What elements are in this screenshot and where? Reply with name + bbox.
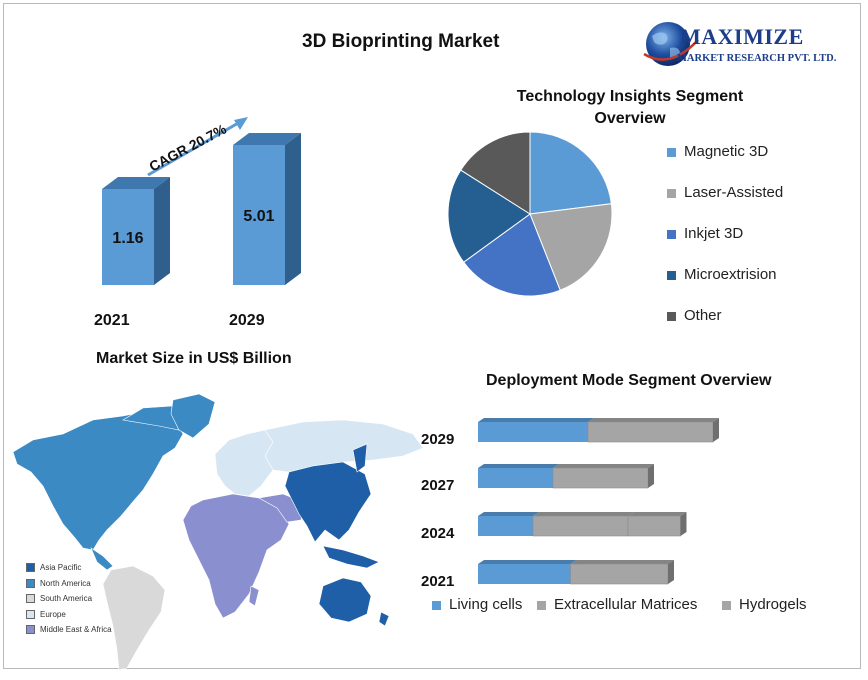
legend-label: Other [684,307,722,324]
legend-swatch [537,600,546,610]
deploy-bar-2029 [478,418,719,443]
map-legend-swatch [26,609,35,619]
map-legend-label: Middle East & Africa [40,625,112,634]
map-legend-item-europe: Europe [26,610,66,619]
market-value-label-2021: 1.16 [112,230,143,247]
pie-slice-inkjet-3d [462,213,561,297]
deploy-bar-2024 [478,512,687,537]
deploy-legend-item-hydrogels: Hydrogels [722,596,807,613]
pie-slice-laser-assisted [529,203,613,291]
legend-swatch [667,188,676,198]
deployment-chart-title: Deployment Mode Segment Overview [486,372,772,389]
infographic-frame [3,3,861,669]
map-legend-item-north-america: North America [26,579,91,588]
legend-label: Laser-Assisted [684,184,784,201]
map-legend-swatch [26,594,35,604]
deploy-y-label-2029: 2029 [421,431,454,448]
deploy-segment-extracellular-matrices [587,421,714,443]
legend-item-magnetic-3d: Magnetic 3D [667,143,768,160]
map-legend-label: Asia Pacific [40,563,82,572]
page-title: 3D Bioprinting Market [302,31,500,52]
deploy-bar-2027 [478,464,654,489]
legend-item-inkjet-3d: Inkjet 3D [667,225,743,242]
map-legend-item-asia-pacific: Asia Pacific [26,563,82,573]
map-legend-item-south-america: South America [26,594,93,604]
logo: MAXIMIZE MARKET RESEARCH PVT. LTD. [640,16,860,86]
market-size-title: Market Size in US$ Billion [96,350,292,367]
deploy-segment-living-cells [478,564,571,584]
map-legend-swatch [26,578,35,588]
legend-label: Living cells [449,596,523,613]
legend-label: Hydrogels [739,596,807,613]
legend-label: Extracellular Matrices [554,596,698,613]
logo-tagline: MARKET RESEARCH PVT. LTD. [677,53,837,64]
deploy-legend-item-living-cells: Living cells [432,596,522,613]
map-legend-label: South America [40,594,93,603]
legend-item-other: Other [667,307,722,324]
map-legend-swatch [26,625,35,635]
legend-swatch [667,311,676,321]
deploy-segment-extracellular-matrices [570,563,669,585]
legend-swatch [667,270,676,280]
deploy-segment-extracellular-matrices [552,467,649,489]
deploy-segment-extracellular-matrices [532,515,629,537]
map-legend-label: Europe [40,609,66,619]
map-legend-label: North America [40,578,91,588]
legend-swatch [722,600,731,610]
pie-slice-magnetic-3d [529,131,612,215]
legend-swatch [667,147,676,157]
deploy-segment-hydrogels [627,515,681,537]
market-bar-2029: 5.01 [233,133,301,285]
legend-label: Magnetic 3D [684,143,769,160]
market-bar-2021: 1.16 [102,177,170,285]
legend-swatch [667,229,676,239]
market-size-chart: 1.16 5.01 CAGR 20.7% [102,117,301,285]
world-map [12,393,424,671]
deploy-segment-living-cells [478,422,588,442]
pie-slice-microextrision [447,169,531,263]
deploy-y-label-2021: 2021 [421,573,454,590]
market-x-label-2021: 2021 [94,312,130,329]
legend-label: Microextrision [684,266,777,283]
market-value-label-2029: 5.01 [243,208,274,225]
technology-pie-chart [447,131,613,297]
legend-item-laser-assisted: Laser-Assisted [667,184,783,201]
deploy-legend-item-extracellular-matrices: Extracellular Matrices [537,596,697,613]
deploy-segment-living-cells [478,468,553,488]
globe-icon [643,22,699,66]
legend-swatch [432,600,441,610]
pie-slice-other [460,131,531,215]
market-x-label-2029: 2029 [229,312,265,329]
deploy-y-label-2024: 2024 [421,525,455,542]
map-legend-item-middle-east-africa: Middle East & Africa [26,625,112,635]
logo-name: MAXIMIZE [680,24,804,49]
deployment-bar-chart: 2029 2027 2024 2021 [421,418,719,590]
cagr-arrow: CAGR 20.7% [146,117,248,177]
deploy-y-label-2027: 2027 [421,477,454,494]
technology-chart-title: Technology Insights Segment Overview [516,88,744,127]
deploy-bar-2021 [478,560,674,585]
deploy-segment-living-cells [478,516,533,536]
cagr-label: CAGR 20.7% [146,120,229,174]
map-legend-swatch [26,563,35,573]
legend-label: Inkjet 3D [684,225,744,242]
legend-item-microextrision: Microextrision [667,266,777,283]
